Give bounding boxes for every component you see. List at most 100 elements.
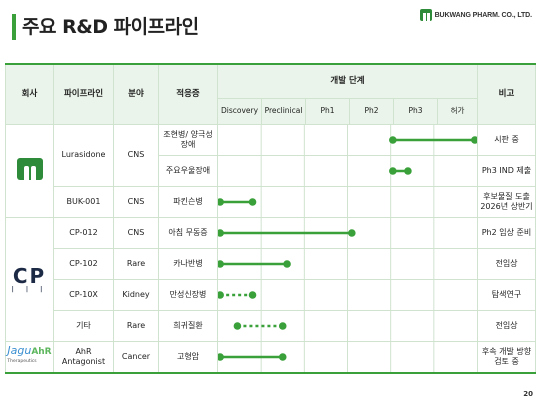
pipeline-name: CP-102: [53, 247, 114, 280]
company-cell-cp: CP | | |: [5, 216, 54, 342]
company-cell-bukwang: [5, 123, 54, 218]
pipeline-table: 회사 파이프라인 분야 적응증 개발 단계 비고 Discovery Precl…: [5, 63, 536, 374]
stage-bar-cell: [217, 278, 478, 311]
header: 주요 R&D 파이프라인 BUKWANG PHARM. CO., LTD.: [0, 0, 540, 56]
title-accent-bar: [12, 14, 16, 40]
header-company: 회사: [5, 63, 54, 125]
area: Rare: [113, 247, 159, 280]
cp-logo-text: CP: [12, 263, 47, 288]
table-row: BUK-001 CNS 파킨슨병 후보물질 도출 2026년 상반기: [6, 185, 536, 218]
header-area: 분야: [113, 63, 159, 125]
table-row: Lurasidone CNS 조현병/ 양극성 장애 시판 중: [5, 123, 536, 218]
logo-text: BUKWANG PHARM. CO., LTD.: [434, 11, 533, 19]
note: 탐색연구: [477, 278, 536, 311]
progress-start-dot: [218, 228, 224, 237]
progress-end-dot: [404, 166, 412, 175]
cp-logo-icon: CP | | |: [12, 265, 48, 293]
progress-end-dot: [348, 228, 356, 237]
table-row: CP-10X Kidney 만성신장병 탐색연구: [6, 278, 536, 311]
progress-start-dot: [389, 166, 397, 175]
stage-ph1: Ph1: [305, 97, 350, 125]
table-row: CP | | | CP-012 CNS 아침 무동증 Ph2 임상 준비: [5, 216, 536, 342]
header-note: 비고: [477, 63, 536, 125]
progress-end-dot: [471, 135, 477, 144]
progress-end-dot: [248, 197, 257, 206]
pipeline-name: 기타: [53, 309, 114, 342]
header-indication: 적응증: [158, 63, 218, 125]
indication: 아침 무동증: [158, 216, 218, 249]
stage-bar-cell: [217, 340, 478, 374]
note: Ph3 IND 제출: [477, 154, 536, 187]
stage-bar-cell: [217, 154, 478, 187]
stage-discovery: Discovery: [217, 97, 262, 125]
stage-ph2: Ph2: [349, 97, 394, 125]
progress-start-dot: [218, 197, 224, 206]
stage-bar-cell: [217, 247, 478, 280]
page-number: 20: [523, 390, 533, 398]
stage-bar-svg: [218, 248, 435, 279]
stage-bar-svg: [218, 186, 435, 217]
area: CNS: [113, 185, 159, 218]
stage-bar-cell: [217, 185, 478, 218]
stage-bar-svg: [218, 217, 435, 248]
indication: 희귀질환: [158, 309, 218, 342]
progress-start-dot: [218, 259, 224, 268]
pipeline-name: AhR Antagonist: [53, 340, 114, 374]
stage-approval: 허가: [437, 97, 478, 125]
stage-preclinical: Preclinical: [261, 97, 306, 125]
progress-start-dot: [233, 321, 242, 330]
pipeline-name: CP-10X: [53, 278, 114, 311]
progress-start-dot: [218, 290, 224, 299]
indication: 조현병/ 양극성 장애: [158, 123, 218, 156]
area: CNS: [113, 216, 159, 249]
area: Rare: [113, 309, 159, 342]
cp-logo-sub: | | |: [11, 285, 48, 293]
jagu-logo-text: Jagu: [7, 344, 32, 357]
progress-start-dot: [389, 135, 397, 144]
jaguahr-logo-icon: JaguAhR Therapeutics: [7, 344, 52, 367]
progress-end-dot: [278, 352, 287, 361]
indication: 만성신장병: [158, 278, 218, 311]
stage-bar-cell: [217, 309, 478, 342]
area: Kidney: [113, 278, 159, 311]
pipeline-name: Lurasidone: [53, 123, 114, 187]
company-logo: BUKWANG PHARM. CO., LTD.: [419, 9, 533, 21]
company-cell-jaguahr: JaguAhR Therapeutics: [5, 340, 54, 374]
indication: 주요우울장애: [158, 154, 218, 187]
header-pipeline: 파이프라인: [53, 63, 114, 125]
stage-bar-cell: [217, 123, 478, 156]
ahr-logo-text: AhR: [31, 347, 52, 357]
area: CNS: [113, 123, 159, 187]
pipeline-name: CP-012: [53, 216, 114, 249]
note: 전임상: [477, 247, 536, 280]
pipeline-name: BUK-001: [53, 185, 114, 218]
table-row: 기타 Rare 희귀질환 전임상: [6, 309, 536, 342]
stage-bar-svg: [233, 310, 435, 341]
header-dev-stage: 개발 단계: [217, 63, 478, 99]
indication: 파킨슨병: [158, 185, 218, 218]
progress-end-dot: [278, 321, 287, 330]
indication: 카나반병: [158, 247, 218, 280]
jaguahr-logo-sub: Therapeutics: [7, 359, 37, 364]
area: Cancer: [113, 340, 159, 374]
note: 전임상: [477, 309, 536, 342]
stage-bar-svg: [218, 279, 435, 310]
stage-ph3: Ph3: [393, 97, 438, 125]
stage-bar-svg: [218, 341, 435, 372]
progress-end-dot: [283, 259, 291, 268]
bukwang-mark-icon: [419, 9, 432, 21]
bukwang-logo-icon: [16, 158, 43, 180]
table-row: CP-102 Rare 카나반병 전임상: [6, 247, 536, 280]
page-title: 주요 R&D 파이프라인: [22, 16, 199, 38]
progress-start-dot: [218, 352, 224, 361]
indication: 고형암: [158, 340, 218, 374]
table-row: 주요우울장애 Ph3 IND 제출: [6, 154, 536, 187]
stage-bar-cell: [217, 216, 478, 249]
stage-bar-svg: [260, 155, 435, 186]
table-row: JaguAhR Therapeutics AhR Antagonist Canc…: [5, 340, 536, 374]
progress-end-dot: [248, 290, 257, 299]
stage-bar-svg: [260, 124, 477, 155]
note: 후속 개발 방향 검토 중: [477, 340, 536, 374]
note: Ph2 임상 준비: [477, 216, 536, 249]
note: 후보물질 도출 2026년 상반기: [477, 185, 536, 218]
